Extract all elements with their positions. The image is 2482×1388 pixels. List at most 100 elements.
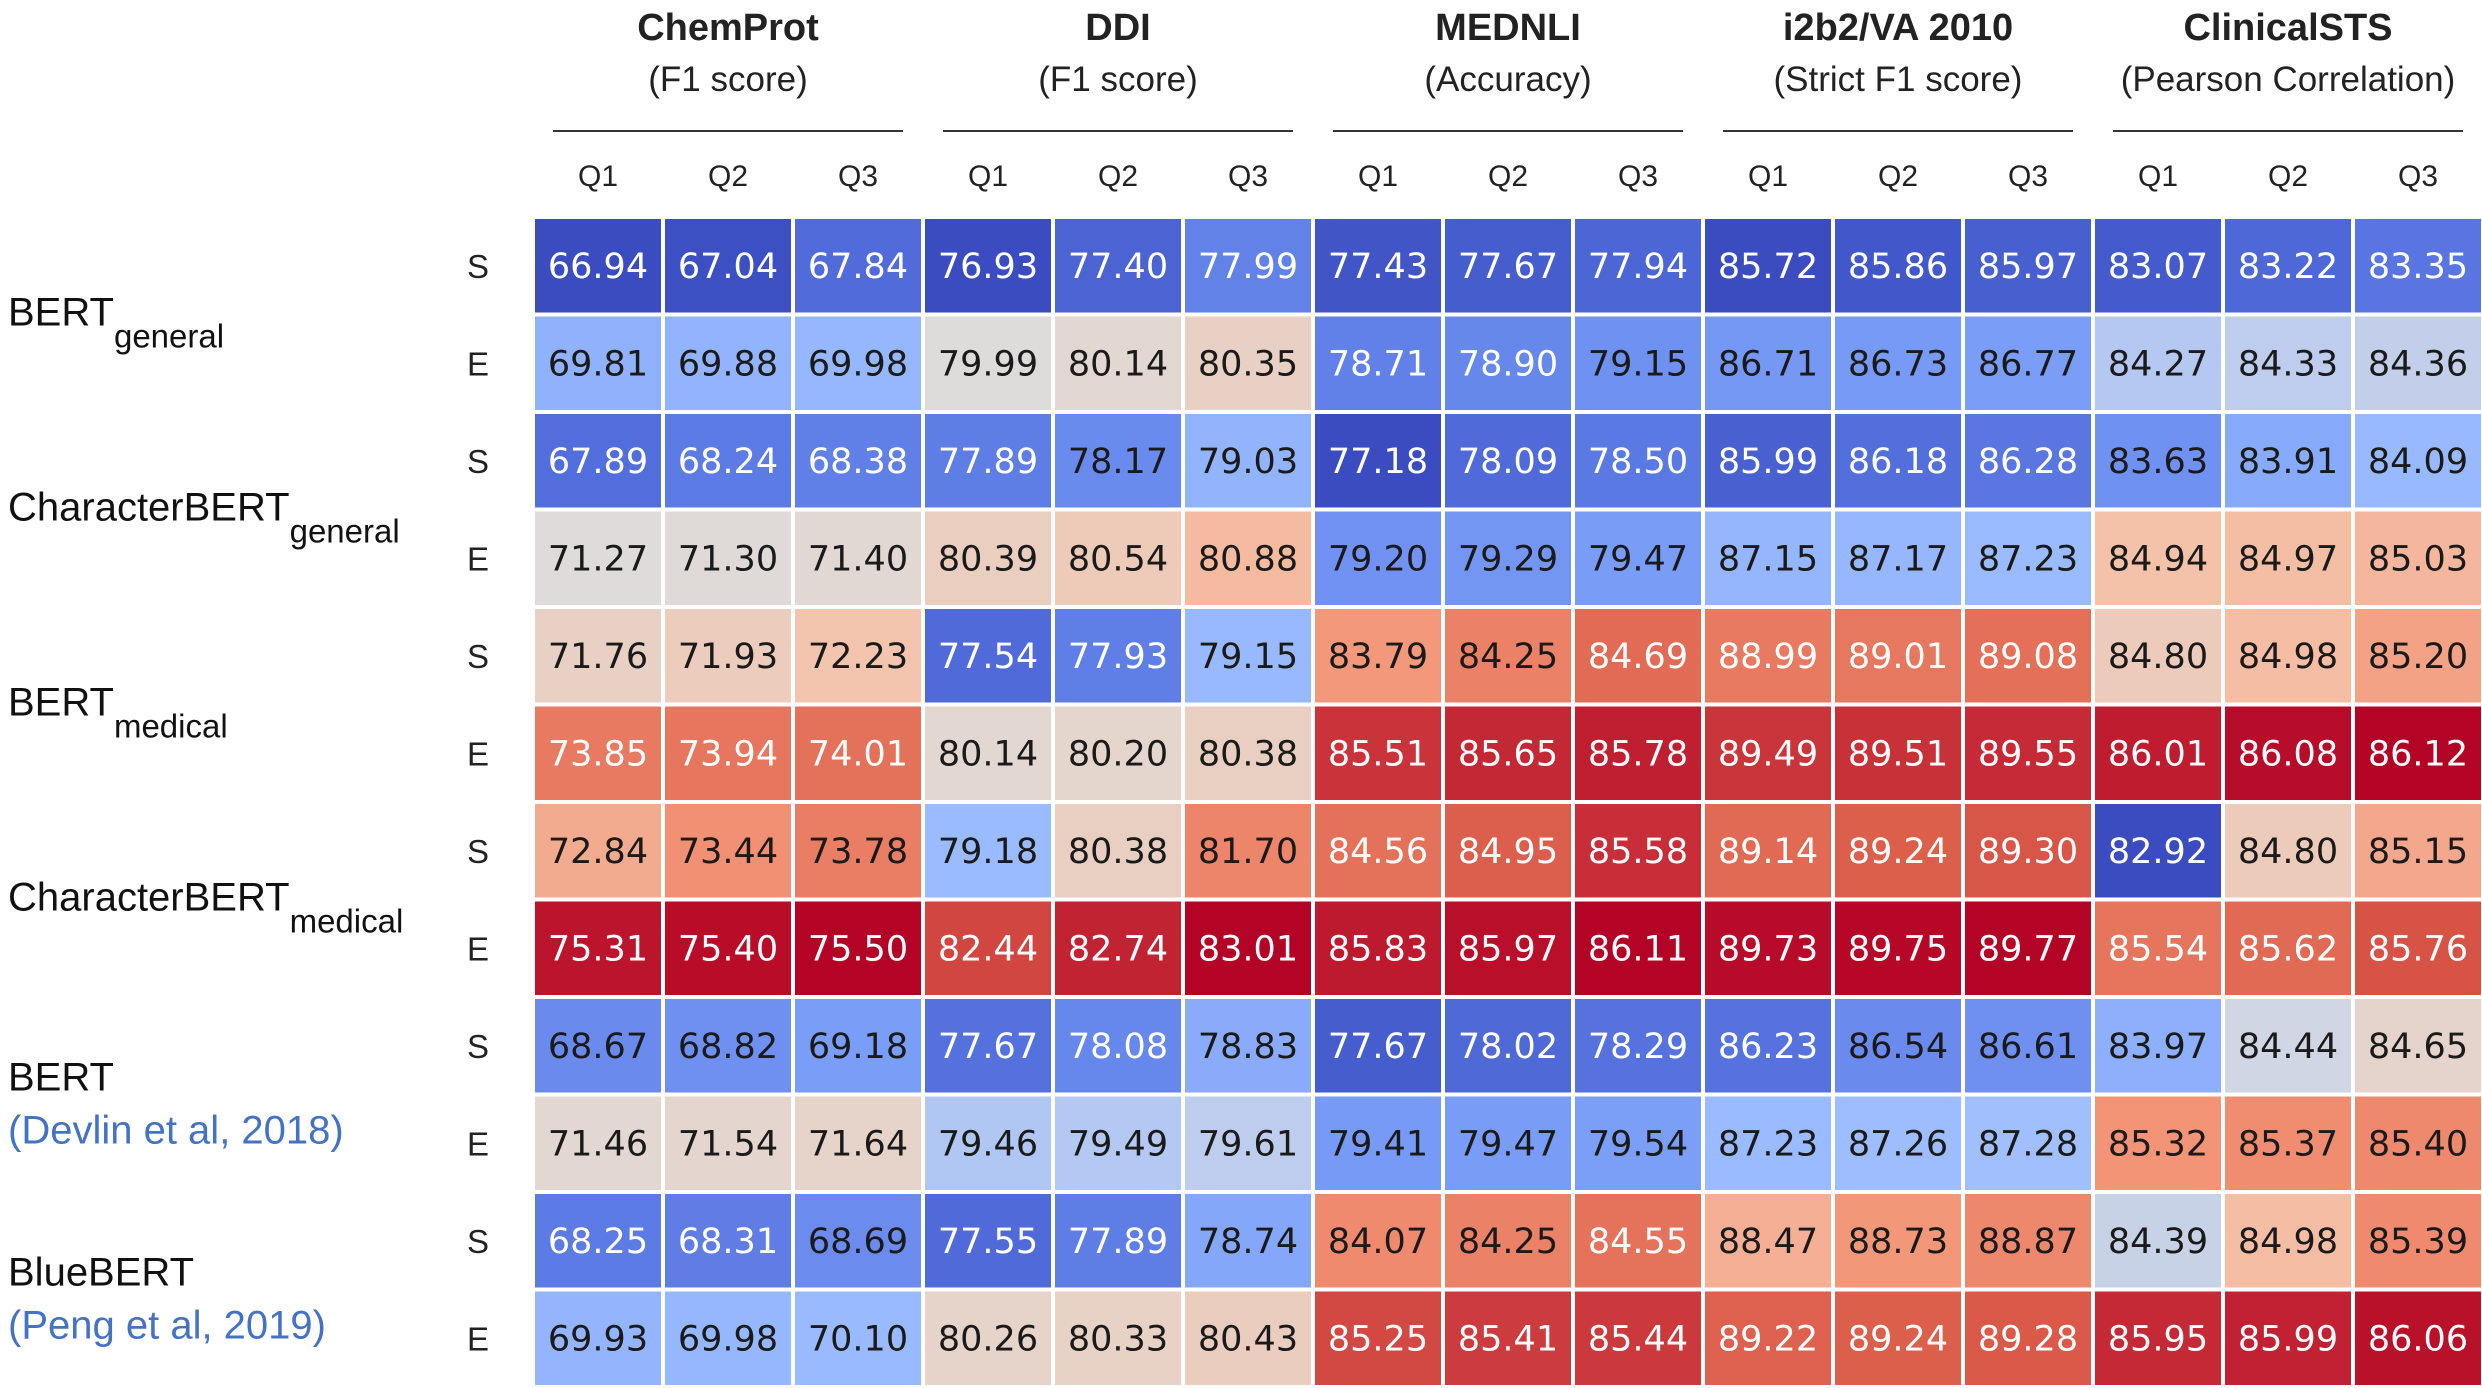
cell-r8-c8 xyxy=(1445,901,1571,995)
cell-r1-c7 xyxy=(1315,219,1441,313)
cell-r1-c9 xyxy=(1575,219,1701,313)
cell-value-r8-c1: 75.31 xyxy=(548,929,648,969)
cell-value-r6-c6: 80.38 xyxy=(1198,734,1298,774)
cell-value-r10-c15: 85.40 xyxy=(2368,1124,2468,1164)
cell-value-r8-c6: 83.01 xyxy=(1198,929,1298,969)
cell-r4-c14 xyxy=(2225,511,2351,605)
cell-r3-c12 xyxy=(1965,414,2091,508)
cell-value-r3-c11: 86.18 xyxy=(1848,442,1948,482)
cell-r5-c4 xyxy=(925,609,1051,703)
cell-value-r8-c7: 85.83 xyxy=(1328,929,1428,969)
cell-r3-c2 xyxy=(665,414,791,508)
cell-r7-c11 xyxy=(1835,804,1961,898)
cell-r4-c4 xyxy=(925,511,1051,605)
cell-r11-c4 xyxy=(925,1194,1051,1288)
cell-r6-c4 xyxy=(925,706,1051,800)
cell-r7-c4 xyxy=(925,804,1051,898)
cell-r10-c15 xyxy=(2355,1096,2481,1190)
cell-value-r12-c10: 89.22 xyxy=(1718,1319,1818,1359)
cell-r4-c1 xyxy=(535,511,661,605)
cell-value-r9-c15: 84.65 xyxy=(2368,1027,2468,1067)
cell-r8-c7 xyxy=(1315,901,1441,995)
cell-r3-c8 xyxy=(1445,414,1571,508)
cell-value-r6-c7: 85.51 xyxy=(1328,734,1428,774)
task-header-2: DDI xyxy=(1085,7,1150,49)
cell-value-r11-c2: 68.31 xyxy=(678,1222,778,1262)
cell-r9-c11 xyxy=(1835,999,1961,1093)
cell-r12-c2 xyxy=(665,1291,791,1385)
cell-r4-c8 xyxy=(1445,511,1571,605)
cell-value-r8-c2: 75.40 xyxy=(678,929,778,969)
cell-value-r12-c2: 69.98 xyxy=(678,1319,778,1359)
cell-value-r2-c8: 78.90 xyxy=(1458,344,1558,384)
model-name-5: BERT xyxy=(8,1056,114,1100)
cell-value-r5-c1: 71.76 xyxy=(548,637,648,677)
cell-r5-c13 xyxy=(2095,609,2221,703)
cell-r3-c5 xyxy=(1055,414,1181,508)
cell-value-r4-c13: 84.94 xyxy=(2108,539,2208,579)
cell-r6-c12 xyxy=(1965,706,2091,800)
cell-value-r6-c8: 85.65 xyxy=(1458,734,1558,774)
cell-value-r12-c9: 85.44 xyxy=(1588,1319,1688,1359)
cell-r8-c6 xyxy=(1185,901,1311,995)
cell-value-r2-c6: 80.35 xyxy=(1198,344,1298,384)
cell-r3-c10 xyxy=(1705,414,1831,508)
cell-r11-c10 xyxy=(1705,1194,1831,1288)
cell-value-r9-c13: 83.97 xyxy=(2108,1027,2208,1067)
cell-r1-c10 xyxy=(1705,219,1831,313)
cell-r5-c9 xyxy=(1575,609,1701,703)
cell-value-r5-c7: 83.79 xyxy=(1328,637,1428,677)
cell-value-r12-c1: 69.93 xyxy=(548,1319,648,1359)
quantile-label-5-q2: Q2 xyxy=(2268,160,2308,193)
cell-value-r1-c14: 83.22 xyxy=(2238,247,2338,287)
cell-value-r2-c15: 84.36 xyxy=(2368,344,2468,384)
cell-r8-c11 xyxy=(1835,901,1961,995)
cell-r4-c15 xyxy=(2355,511,2481,605)
cell-value-r4-c12: 87.23 xyxy=(1978,539,2078,579)
cell-value-r8-c10: 89.73 xyxy=(1718,929,1818,969)
cell-r11-c15 xyxy=(2355,1194,2481,1288)
cell-value-r1-c2: 67.04 xyxy=(678,247,778,287)
cell-r3-c13 xyxy=(2095,414,2221,508)
cell-r8-c13 xyxy=(2095,901,2221,995)
cell-value-r12-c15: 86.06 xyxy=(2368,1319,2468,1359)
cell-r3-c11 xyxy=(1835,414,1961,508)
model-name-3: BERTmedical xyxy=(8,681,228,745)
cell-value-r3-c7: 77.18 xyxy=(1328,442,1428,482)
cell-value-r12-c6: 80.43 xyxy=(1198,1319,1298,1359)
cell-value-r5-c14: 84.98 xyxy=(2238,637,2338,677)
cell-value-r9-c7: 77.67 xyxy=(1328,1027,1428,1067)
cell-r6-c2 xyxy=(665,706,791,800)
cell-value-r9-c1: 68.67 xyxy=(548,1027,648,1067)
cell-value-r1-c12: 85.97 xyxy=(1978,247,2078,287)
cell-r12-c5 xyxy=(1055,1291,1181,1385)
cell-r9-c13 xyxy=(2095,999,2221,1093)
cell-r2-c7 xyxy=(1315,316,1441,410)
cell-r9-c12 xyxy=(1965,999,2091,1093)
cell-r2-c1 xyxy=(535,316,661,410)
cell-value-r11-c8: 84.25 xyxy=(1458,1222,1558,1262)
cell-value-r6-c4: 80.14 xyxy=(938,734,1038,774)
cell-r8-c10 xyxy=(1705,901,1831,995)
cell-r2-c6 xyxy=(1185,316,1311,410)
cell-value-r7-c10: 89.14 xyxy=(1718,832,1818,872)
cell-r7-c3 xyxy=(795,804,921,898)
cell-r2-c15 xyxy=(2355,316,2481,410)
cell-value-r10-c14: 85.37 xyxy=(2238,1124,2338,1164)
cell-r2-c9 xyxy=(1575,316,1701,410)
cell-value-r10-c10: 87.23 xyxy=(1718,1124,1818,1164)
cell-value-r10-c11: 87.26 xyxy=(1848,1124,1948,1164)
row-tag-e-10: E xyxy=(467,1125,489,1162)
model-name-1: BERTgeneral xyxy=(8,291,224,355)
cell-value-r9-c14: 84.44 xyxy=(2238,1027,2338,1067)
cell-value-r11-c6: 78.74 xyxy=(1198,1222,1298,1262)
cell-r9-c2 xyxy=(665,999,791,1093)
cell-r11-c9 xyxy=(1575,1194,1701,1288)
cell-value-r1-c9: 77.94 xyxy=(1588,247,1688,287)
cell-r5-c15 xyxy=(2355,609,2481,703)
cell-value-r3-c12: 86.28 xyxy=(1978,442,2078,482)
cell-value-r12-c5: 80.33 xyxy=(1068,1319,1168,1359)
cell-value-r6-c9: 85.78 xyxy=(1588,734,1688,774)
cell-value-r5-c4: 77.54 xyxy=(938,637,1038,677)
